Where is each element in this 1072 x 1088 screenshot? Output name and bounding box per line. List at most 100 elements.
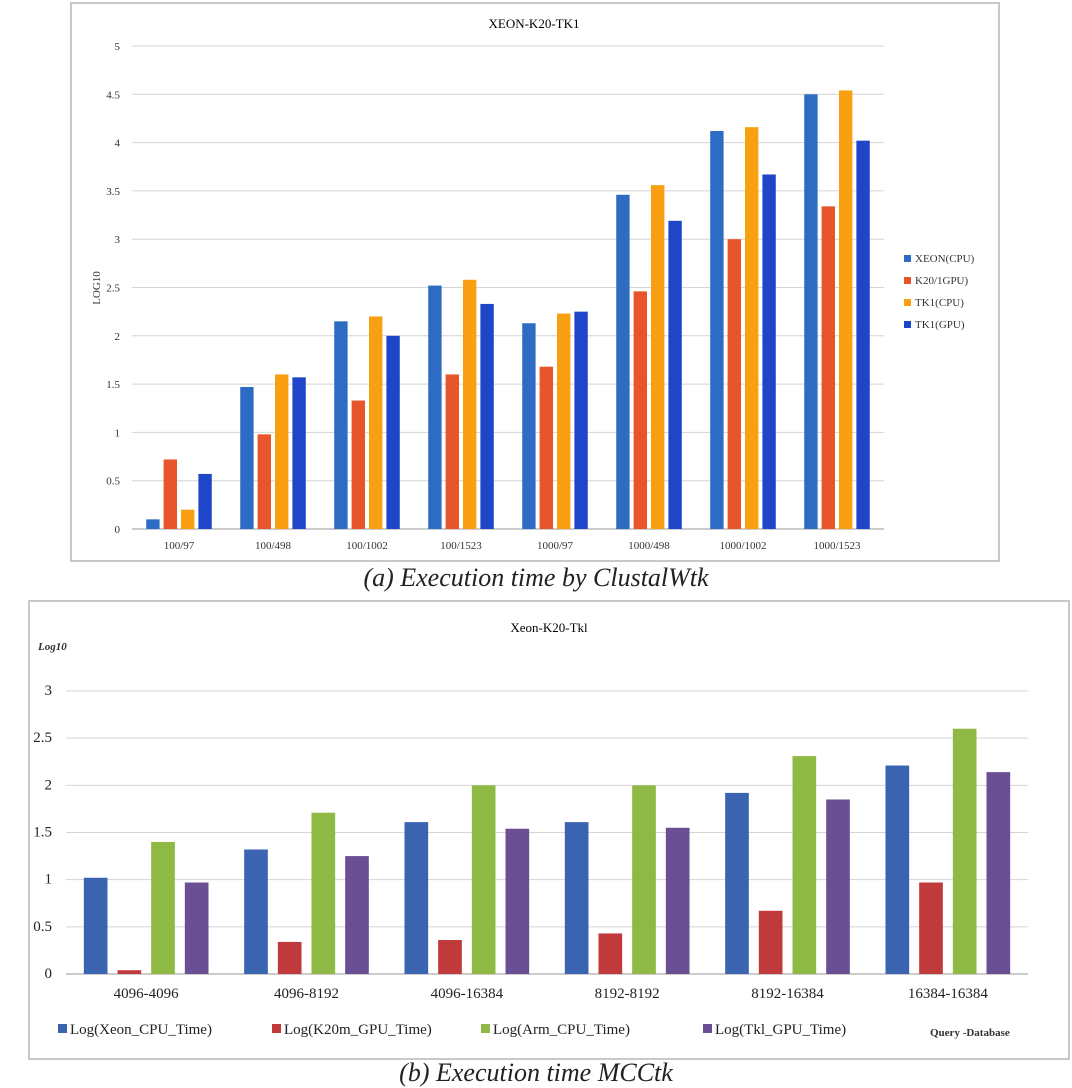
bar [198,473,212,529]
y-tick-label: 2.5 [33,730,52,746]
bar [240,386,254,529]
legend-swatch [904,277,911,284]
bar [163,459,177,529]
x-axis-label: Query -Database [930,1027,1010,1039]
bar [480,303,494,529]
x-tick-label: 100/1002 [346,540,388,552]
legend-label: Log(Xeon_CPU_Time) [70,1022,212,1038]
bar [762,174,776,529]
legend-label: XEON(CPU) [915,253,975,265]
chart-a-panel: XEON-K20-TK1 0 0.5 1 1.5 2 2.5 3 3.5 4 4.5 5 100/97 1… [70,2,1000,562]
y-tick-label: 1 [45,872,53,888]
bar [505,828,530,974]
x-tick-label: 100/498 [255,540,292,552]
legend-swatch [904,299,911,306]
x-tick-label: 8192-8192 [595,986,660,1002]
legend-swatch [481,1024,490,1033]
bar [404,822,429,974]
legend-swatch [272,1024,281,1033]
y-tick-label: 3 [45,683,53,699]
bar [665,827,690,974]
y-tick-label: 0.5 [106,476,120,488]
bar [351,400,365,529]
bar [758,910,783,974]
bar [83,877,108,974]
bar [598,933,623,974]
x-tick-label: 100/97 [164,540,195,552]
bar [986,772,1011,974]
bar [277,941,302,974]
bar [244,849,268,974]
bar [311,812,336,974]
bar [184,882,209,974]
legend-swatch [703,1024,712,1033]
y-tick-label: 1.5 [33,825,52,841]
x-tick-label: 1000/1002 [719,540,766,552]
bar [117,970,142,974]
bar [821,206,835,529]
chart-a-svg: XEON-K20-TK1 0 0.5 1 1.5 2 2.5 3 3.5 4 4.5 5 100/97 1… [91,16,975,552]
bar [292,377,306,529]
legend-label: Log(Arm_CPU_Time) [493,1022,630,1038]
bar [445,374,459,529]
bar [557,313,571,529]
bar [745,127,759,530]
x-tick-label: 1000/498 [628,540,670,552]
y-axis-label: LOG10 [91,271,103,305]
bar [856,140,870,529]
bar [839,90,853,529]
y-tick-label: 1 [115,427,121,439]
x-tick-label: 1000/1523 [813,540,861,552]
x-tick-label: 16384-16384 [908,986,988,1002]
bar [710,131,724,529]
bar [668,220,682,529]
legend-swatch [904,321,911,328]
y-axis-label: Log10 [37,641,67,653]
x-tick-label: 100/1523 [440,540,482,552]
chart-b-panel: Xeon-K20-Tkl 0 0.5 1 1.5 2 2.5 3 4096-4096 4096-8… [28,600,1070,1060]
y-tick-label: 0.5 [33,919,52,935]
x-tick-label: 4096-4096 [114,986,179,1002]
bar [345,856,369,974]
y-tick-label: 4.5 [106,89,120,101]
bar [334,321,348,529]
legend-swatch [58,1024,67,1033]
bar [952,728,977,974]
y-tick-label: 2.5 [106,283,120,295]
bar [804,94,818,530]
bar [826,799,850,974]
bar [651,185,665,529]
y-tick-label: 0 [45,966,53,982]
bar [725,792,749,974]
bar [632,785,656,974]
bar [257,434,271,529]
bar [885,765,910,974]
bar [792,756,817,974]
y-tick-label: 2 [115,331,121,343]
bar [438,940,462,974]
legend-label: Log(K20m_GPU_Time) [284,1022,432,1038]
x-tick-label: 4096-16384 [431,986,504,1002]
bar [181,509,195,529]
y-tick-label: 3 [115,234,121,246]
chart-title: Xeon-K20-Tkl [510,620,588,635]
bar [616,194,630,529]
x-tick-label: 1000/97 [537,540,574,552]
bar [471,785,496,974]
legend-label: TK1(CPU) [915,297,964,309]
caption-b: (b) Execution time MCCtk [399,1058,673,1087]
y-tick-label: 5 [115,41,121,53]
legend-swatch [904,255,911,262]
legend-label: TK1(GPU) [915,319,965,331]
legend-label: Log(Tkl_GPU_Time) [715,1022,846,1038]
caption-a: (a) Execution time by ClustalWtk [363,563,709,592]
bar [463,279,477,529]
y-tick-label: 1.5 [106,379,120,391]
y-tick-label: 3.5 [106,186,120,198]
bar [574,311,588,529]
bar [146,519,160,529]
x-tick-label: 8192-16384 [751,986,824,1002]
bar [151,841,175,974]
bar [428,285,442,529]
bar [727,239,741,529]
